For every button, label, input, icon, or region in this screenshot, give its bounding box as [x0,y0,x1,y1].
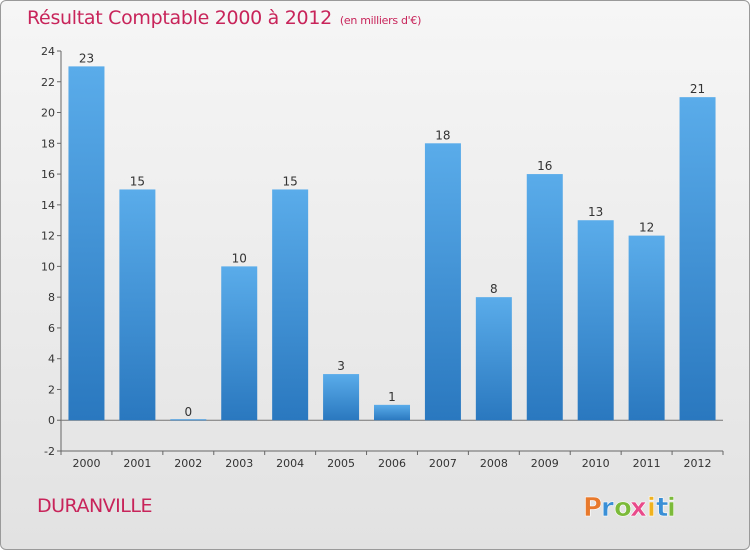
x-tick-label-2011: 2011 [633,457,661,470]
y-tick-label: 18 [41,137,55,150]
data-label-2009: 16 [537,159,552,173]
data-label-2004: 15 [283,174,298,188]
bar-2007 [424,143,461,421]
chart-title: Résultat Comptable 2000 à 2012 (en millie… [27,7,421,29]
y-tick-label: 12 [41,230,55,243]
data-label-2001: 15 [130,174,145,188]
data-label-2010: 13 [588,205,603,219]
x-tick-label-2007: 2007 [429,457,457,470]
y-tick-label: 6 [48,322,55,335]
y-tick-label: 16 [41,168,55,181]
logo-letter: i [647,493,656,523]
y-tick-label: -2 [44,445,55,458]
bar-2004 [272,189,309,421]
x-tick-label-2012: 2012 [684,457,712,470]
logo-letter: P [583,493,602,523]
bar-2012 [679,97,716,421]
bar-2001 [119,189,156,421]
bar-2005 [323,374,360,421]
bar-2006 [374,404,410,421]
logo-letter: x [630,493,647,523]
y-tick-label: 0 [48,414,55,427]
data-label-2005: 3 [337,359,345,373]
y-tick-label: 4 [48,353,55,366]
logo-letter: r [601,493,614,523]
logo-letter: t [656,493,668,523]
bar-2002 [170,419,207,421]
x-tick-label-2002: 2002 [174,457,202,470]
logo-letter: o [614,493,632,523]
bar-2009 [526,174,563,421]
y-tick-label: 20 [41,107,55,120]
y-tick-label: 8 [48,291,55,304]
y-tick-label: 10 [41,260,55,273]
x-tick-label-2000: 2000 [72,457,100,470]
data-label-2003: 10 [232,251,247,265]
data-label-2000: 23 [79,51,94,65]
bar-2011 [628,235,665,421]
data-label-2006: 1 [388,390,396,404]
data-label-2007: 18 [435,128,450,142]
x-tick-label-2009: 2009 [531,457,559,470]
y-tick-label: 14 [41,199,55,212]
y-tick-label: 2 [48,383,55,396]
x-tick-label-2006: 2006 [378,457,406,470]
y-tick-label: 24 [41,45,55,58]
chart-data-labels: 23 15 0 10 15 3 1 18 8 16 13 12 21 [79,51,705,419]
chart-title-main: Résultat Comptable 2000 à 2012 [27,7,332,29]
x-tick-label-2001: 2001 [123,457,151,470]
x-tick-label-2003: 2003 [225,457,253,470]
bar-2000 [68,66,105,421]
x-tick-label-2004: 2004 [276,457,304,470]
bar-2003 [221,266,258,421]
chart-subtitle: (en milliers d'€) [339,14,422,27]
x-tick-label-2005: 2005 [327,457,355,470]
x-tick-label-2010: 2010 [582,457,610,470]
bar-2008 [475,297,512,421]
data-label-2012: 21 [690,82,705,96]
y-tick-label: 22 [41,76,55,89]
chart-bars [68,66,716,421]
proxiti-logo-image: Pr ox i ti [583,493,677,524]
data-label-2002: 0 [184,405,192,419]
bar-2010 [577,220,614,421]
place-name: DURANVILLE [37,495,152,517]
data-label-2008: 8 [490,282,498,296]
data-label-2011: 12 [639,221,654,235]
x-tick-label-2008: 2008 [480,457,508,470]
logo-letter: i [667,493,676,523]
